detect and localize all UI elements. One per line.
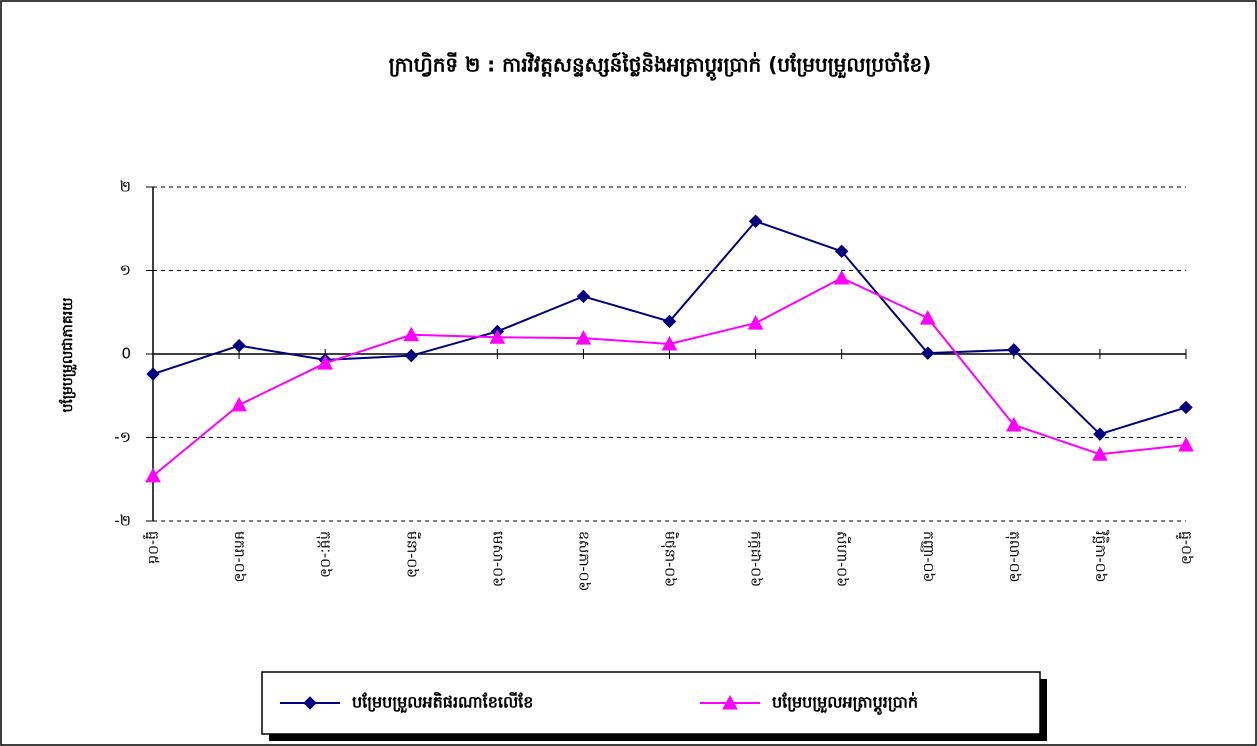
- x-tick-label: មិថុនា-០៦: [661, 531, 680, 587]
- legend-marker: [722, 694, 738, 710]
- legend-marker: [303, 696, 317, 710]
- x-tick-label: មីនា-០៦: [403, 531, 421, 578]
- point: [834, 244, 849, 259]
- point: [1093, 427, 1107, 441]
- x-tick-label: ឧសភា-០៦: [575, 531, 591, 591]
- point: [403, 326, 420, 342]
- point: [661, 335, 678, 351]
- legend-box: [261, 671, 1041, 735]
- y-tick-label: ១: [120, 261, 131, 279]
- x-tick-label: ធ្នូ-០៥: [142, 531, 161, 565]
- y-tick-label: -១: [114, 428, 131, 446]
- point: [1007, 343, 1021, 357]
- point: [1092, 446, 1108, 461]
- legend-label: បម្រែបម្រួលអតិផរណាខែលើខែ: [352, 692, 533, 714]
- point: [748, 214, 763, 228]
- point: [919, 310, 936, 325]
- x-tick-label: មករា-០៦: [231, 531, 247, 583]
- point: [576, 289, 591, 304]
- point: [575, 330, 592, 345]
- x-tick-label: កក្កដា-០៦: [748, 531, 764, 587]
- y-tick-label: -២: [114, 512, 131, 530]
- point: [404, 348, 418, 363]
- x-tick-label: កុម្ភៈ-០៦: [316, 531, 333, 578]
- point: [833, 269, 850, 285]
- x-tick-label: វិច្ឆិកា-០៦: [1092, 529, 1110, 582]
- point: [145, 467, 161, 483]
- point: [231, 396, 247, 412]
- x-tick-label: តុលា-០៦: [1005, 531, 1022, 583]
- point: [747, 315, 764, 330]
- x-tick-label: សីហា-០៦: [834, 531, 852, 587]
- point: [232, 338, 246, 353]
- y-axis-label: បម្រែបម្រួលជាភាគរយ: [58, 298, 77, 413]
- x-tick-label: ធ្នូ-០៦: [1175, 531, 1194, 565]
- point: [489, 329, 506, 344]
- point: [1179, 400, 1193, 415]
- x-tick-label: មេសា-០៦: [489, 531, 505, 587]
- x-tick-label: កញ្ញា-០៦: [920, 531, 936, 582]
- y-tick-label: 0: [121, 345, 131, 363]
- point: [1178, 436, 1194, 452]
- point: [146, 367, 160, 381]
- point: [921, 346, 935, 360]
- point: [1005, 416, 1022, 432]
- y-tick-label: ២: [120, 178, 131, 196]
- point: [317, 355, 334, 370]
- point: [662, 314, 677, 329]
